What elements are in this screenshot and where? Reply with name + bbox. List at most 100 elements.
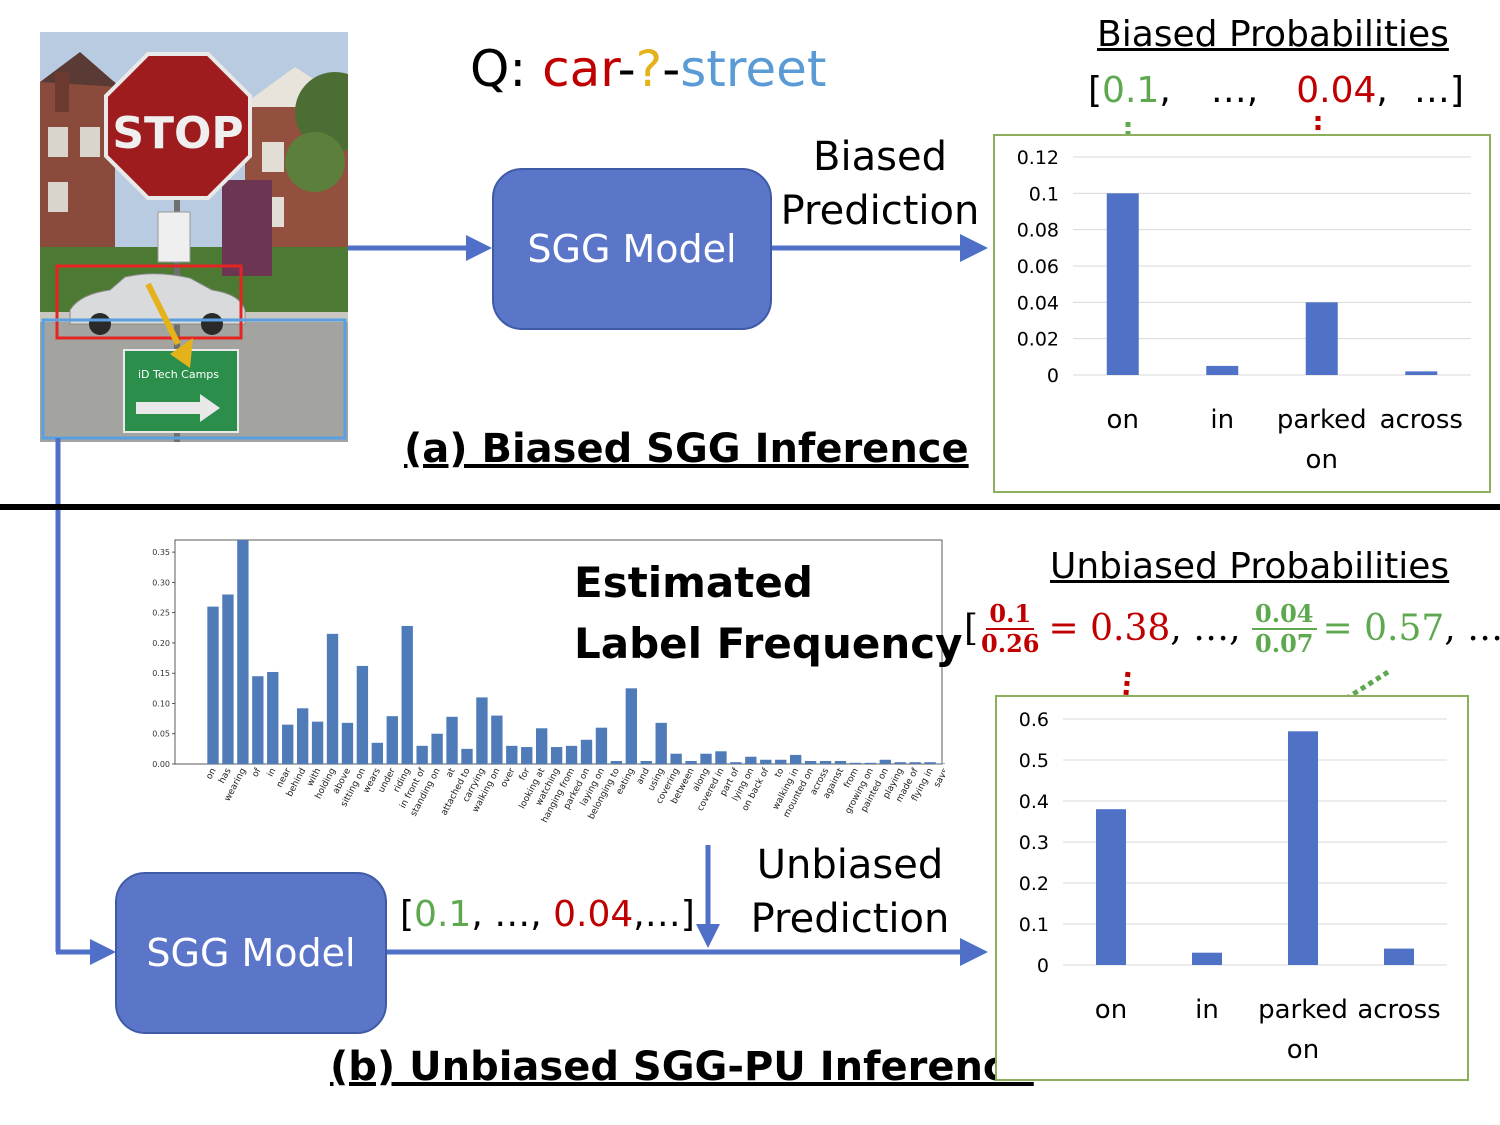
freq-bar [849, 762, 862, 764]
chart-b-category-label-line2: on [1287, 1035, 1319, 1065]
freq-title-line2: Label Frequency [574, 619, 963, 668]
freq-bar [267, 671, 279, 764]
freq-bar [685, 760, 697, 764]
freq-bar [864, 762, 877, 764]
query-prefix: Q: [470, 40, 543, 98]
chart-b-bar [1096, 809, 1126, 965]
vec-out-v2: 0.04 [553, 894, 634, 935]
freq-bar [700, 753, 712, 764]
freq-bar [476, 697, 488, 764]
freq-bar [550, 747, 563, 764]
unbiased-probs-title: Unbiased Probabilities [1050, 546, 1450, 587]
chart-a-frame [993, 134, 1491, 493]
stop-sign-text: STOP [112, 108, 243, 159]
freq-bar [506, 745, 518, 764]
freq-bar [521, 747, 533, 764]
arrow-to-chart-b [960, 938, 988, 966]
freq-ytick-label: 0.10 [152, 699, 170, 708]
freq-bar [371, 742, 384, 764]
fraction-parked: 0.04 0.07 [1252, 600, 1317, 658]
chart-a-ytick-label: 0.04 [1017, 292, 1059, 314]
arrow-to-model-a [466, 235, 492, 261]
chart-b-ytick-label: 0.4 [1019, 791, 1049, 813]
freq-bar [341, 722, 354, 764]
query-object: street [680, 40, 827, 98]
vec-out-open: [ [400, 894, 415, 935]
freq-bar [939, 763, 945, 764]
chart-b-bar [1384, 948, 1414, 965]
freq-bar [775, 759, 787, 764]
freq-bar [311, 721, 324, 764]
biased-probs-title: Biased Probabilities [1097, 14, 1449, 55]
freq-bar [909, 762, 921, 764]
freq-bar [789, 754, 802, 764]
freq-bar [879, 759, 891, 764]
vec-b-mid: , …, [1170, 608, 1253, 650]
vec-b-open: [ [964, 608, 979, 650]
vec-a-ellipsis1: …, [1210, 70, 1259, 111]
freq-bar [356, 665, 369, 764]
sgg-model-b: SGG Model [115, 872, 387, 1034]
fraction-on-num: 0.1 [986, 600, 1035, 630]
freq-category-label: on [205, 767, 219, 782]
freq-bar [536, 728, 548, 764]
chart-b-category-label: in [1195, 995, 1219, 1025]
query-sep-1: - [617, 40, 636, 98]
fraction-parked-den: 0.07 [1255, 628, 1314, 658]
chart-b-ytick-label: 0.1 [1019, 914, 1049, 936]
biased-prediction-label: Biased Prediction [770, 130, 990, 238]
chart-b-ytick-label: 0.5 [1019, 750, 1049, 772]
chart-a-ytick-label: 0.1 [1029, 183, 1059, 205]
unbiased-prob-chart: 0 0.1 0.2 0.3 0.4 0.5 0.6 on in parked on across [995, 695, 1469, 1081]
vec-b-result-parked: = 0.57 [1322, 608, 1445, 650]
chart-a-ytick-label: 0.12 [1017, 147, 1059, 169]
freq-bar [730, 762, 742, 764]
chart-a-ytick-label: 0.06 [1017, 256, 1059, 278]
unbiased-prediction-line1: Unbiased [756, 842, 944, 888]
chart-a-bar [1405, 371, 1438, 375]
freq-bar [416, 745, 428, 764]
chart-a-category-label: parked [1277, 405, 1367, 435]
freq-ytick-label: 0.35 [152, 548, 170, 557]
chart-a-category-label: in [1210, 405, 1234, 435]
vec-a-open: [ [1088, 70, 1103, 111]
freq-bar [222, 594, 234, 764]
chart-b-category-label: on [1095, 995, 1127, 1025]
freq-background [130, 532, 945, 844]
freq-bar [326, 633, 339, 764]
freq-ytick-label: 0.30 [152, 578, 170, 587]
freq-bar [894, 762, 906, 764]
freq-bar [252, 676, 264, 764]
freq-bar [207, 606, 219, 764]
chart-a-category-label: across [1380, 405, 1463, 435]
vec-a-ellipsis2: …] [1413, 70, 1464, 111]
freq-bar [655, 722, 667, 764]
freq-bar [834, 760, 847, 764]
vec-a-c2: , [1376, 70, 1388, 111]
sgg-model-b-label: SGG Model [146, 931, 356, 975]
freq-bar [401, 625, 413, 764]
chart-a-ytick-label: 0.02 [1017, 329, 1059, 351]
biased-prob-chart: 0 0.02 0.04 0.06 0.08 0.1 0.12 on in parked on acro… [993, 134, 1491, 493]
predicate-arrow [170, 338, 193, 368]
street-sign-text: iD Tech Camps [138, 368, 219, 381]
freq-bar [745, 756, 757, 764]
chart-b-category-label: across [1357, 995, 1440, 1025]
chart-a-ytick-label: 0.08 [1017, 220, 1059, 242]
freq-bar [282, 724, 294, 764]
freq-ytick-label: 0.00 [152, 760, 170, 769]
biased-prediction-line2: Prediction [780, 188, 980, 234]
freq-title-line1: Estimated [574, 558, 813, 607]
query-sep-2: - [662, 40, 681, 98]
vec-b-close: , …] [1444, 608, 1500, 650]
freq-bar [670, 753, 682, 764]
freq-bar [565, 745, 578, 764]
fraction-parked-num: 0.04 [1252, 600, 1317, 630]
freq-category-label: in [266, 767, 279, 779]
section-title-a: (a) Biased SGG Inference [404, 426, 969, 472]
object-box-street [41, 318, 347, 440]
freq-bar [461, 748, 473, 764]
arrow-to-model-b [90, 939, 116, 965]
freq-bar [610, 760, 623, 764]
